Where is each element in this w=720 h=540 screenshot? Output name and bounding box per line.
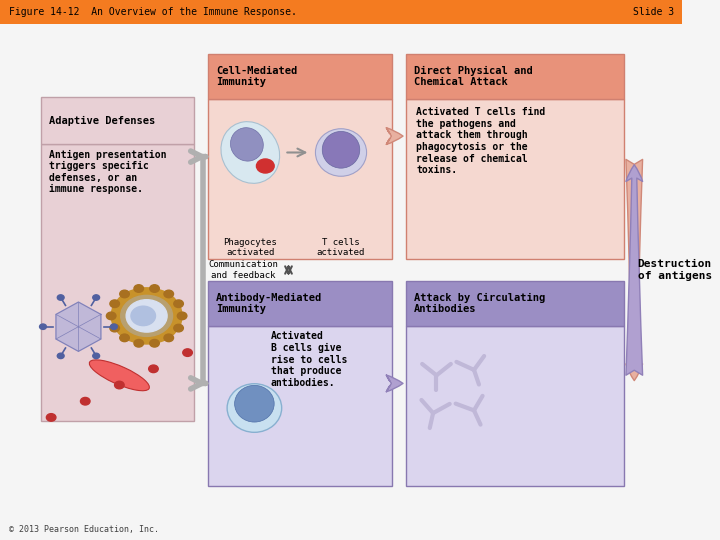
FancyBboxPatch shape [208, 326, 392, 486]
FancyBboxPatch shape [406, 281, 624, 326]
Ellipse shape [89, 360, 149, 391]
Circle shape [149, 365, 158, 373]
FancyBboxPatch shape [406, 99, 624, 259]
FancyBboxPatch shape [41, 144, 194, 421]
Text: Antigen presentation
triggers specific
defenses, or an
immune response.: Antigen presentation triggers specific d… [49, 150, 166, 194]
Circle shape [164, 334, 174, 342]
Circle shape [134, 285, 143, 292]
Ellipse shape [323, 131, 360, 168]
Circle shape [177, 312, 187, 320]
Circle shape [58, 353, 64, 359]
FancyBboxPatch shape [41, 97, 194, 144]
FancyBboxPatch shape [208, 54, 392, 99]
FancyBboxPatch shape [208, 281, 392, 326]
Circle shape [183, 349, 192, 356]
Circle shape [40, 324, 46, 329]
FancyBboxPatch shape [406, 326, 624, 486]
Ellipse shape [227, 384, 282, 433]
Circle shape [120, 334, 130, 342]
Circle shape [107, 312, 116, 320]
Circle shape [58, 295, 64, 300]
Text: Communication
and feedback: Communication and feedback [208, 260, 278, 280]
Circle shape [150, 340, 159, 347]
Ellipse shape [235, 386, 274, 422]
Text: © 2013 Pearson Education, Inc.: © 2013 Pearson Education, Inc. [9, 524, 159, 534]
Text: Direct Physical and
Chemical Attack: Direct Physical and Chemical Attack [414, 66, 533, 87]
Circle shape [120, 290, 130, 298]
Polygon shape [56, 302, 101, 352]
Circle shape [111, 288, 182, 344]
Circle shape [131, 306, 156, 326]
Text: Activated T cells find
the pathogens and
attack them through
phagocytosis or the: Activated T cells find the pathogens and… [416, 107, 545, 176]
Circle shape [164, 290, 174, 298]
Circle shape [121, 295, 173, 336]
Circle shape [174, 300, 184, 307]
Text: Phagocytes
activated: Phagocytes activated [223, 238, 277, 257]
Circle shape [93, 295, 99, 300]
Circle shape [93, 353, 99, 359]
Ellipse shape [221, 122, 279, 184]
Circle shape [150, 285, 159, 292]
Ellipse shape [315, 129, 366, 176]
FancyBboxPatch shape [208, 99, 392, 259]
Text: Attack by Circulating
Antibodies: Attack by Circulating Antibodies [414, 293, 545, 314]
Ellipse shape [230, 127, 264, 161]
Text: Antibody-Mediated
Immunity: Antibody-Mediated Immunity [216, 293, 323, 314]
Text: Cell-Mediated
Immunity: Cell-Mediated Immunity [216, 66, 297, 87]
Text: Figure 14-12  An Overview of the Immune Response.: Figure 14-12 An Overview of the Immune R… [9, 8, 297, 17]
Circle shape [134, 340, 143, 347]
Circle shape [46, 414, 56, 421]
FancyBboxPatch shape [406, 54, 624, 99]
Circle shape [110, 325, 120, 332]
Text: Adaptive Defenses: Adaptive Defenses [49, 116, 156, 126]
Text: Activated
B cells give
rise to cells
that produce
antibodies.: Activated B cells give rise to cells tha… [271, 332, 347, 388]
Circle shape [174, 325, 184, 332]
Circle shape [110, 324, 117, 329]
Text: Slide 3: Slide 3 [633, 8, 674, 17]
Circle shape [126, 300, 167, 332]
Circle shape [81, 397, 90, 405]
Text: Destruction
of antigens: Destruction of antigens [638, 259, 712, 281]
FancyBboxPatch shape [0, 0, 682, 24]
Circle shape [114, 381, 124, 389]
Circle shape [110, 300, 120, 307]
Circle shape [256, 159, 274, 173]
Text: T cells
activated: T cells activated [317, 238, 365, 257]
